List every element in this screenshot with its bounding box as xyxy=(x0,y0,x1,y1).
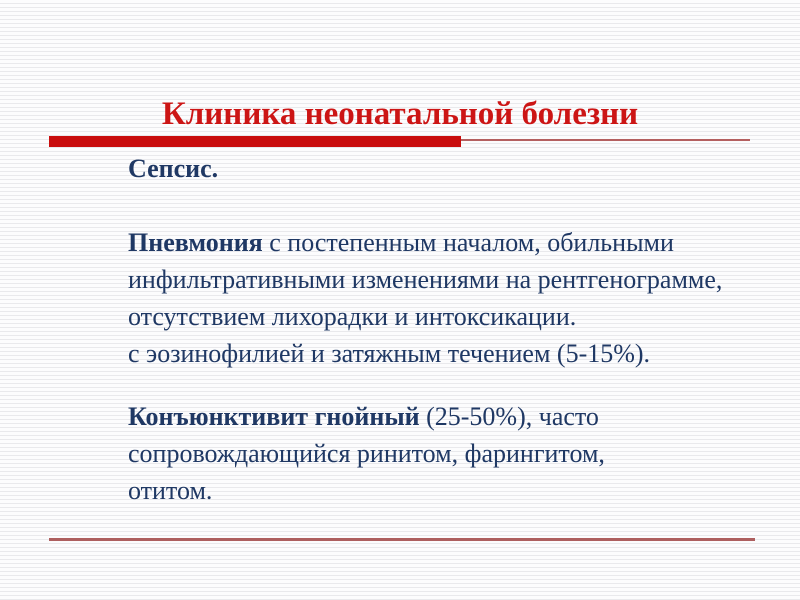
paragraph-pneumonia: Пневмония с постепенным началом, обильны… xyxy=(128,224,728,372)
text-line: Сепсис. xyxy=(128,154,219,183)
bottom-divider-line xyxy=(49,538,755,541)
title-divider xyxy=(49,136,750,147)
paragraph-conjunctivitis: Конъюнктивит гнойный (25-50%), часто соп… xyxy=(128,398,728,509)
paragraph-sepsis: Сепсис. xyxy=(128,150,728,187)
text-line: отсутствием лихорадки и интоксикации. xyxy=(128,302,577,331)
text-line: Конъюнктивит гнойный (25-50%), часто xyxy=(128,402,599,431)
text-line: с эозинофилией и затяжным течением (5-15… xyxy=(128,339,651,368)
text-line: отитом. xyxy=(128,476,213,505)
slide-title: Клиника неонатальной болезни xyxy=(161,96,639,133)
text-line: сопровождающийся ринитом, фарингитом, xyxy=(128,439,605,468)
slide-body-text: Сепсис. Пневмония с постепенным началом,… xyxy=(128,150,728,509)
text-line: Пневмония с постепенным началом, обильны… xyxy=(128,228,674,257)
title-divider-thick-bar xyxy=(49,136,461,147)
text-line: инфильтративными изменениями на рентгено… xyxy=(128,265,723,294)
